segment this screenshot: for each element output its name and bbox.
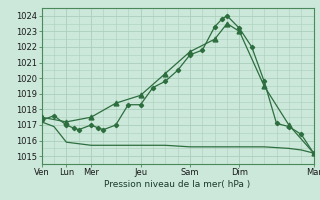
X-axis label: Pression niveau de la mer( hPa ): Pression niveau de la mer( hPa ) xyxy=(104,180,251,189)
